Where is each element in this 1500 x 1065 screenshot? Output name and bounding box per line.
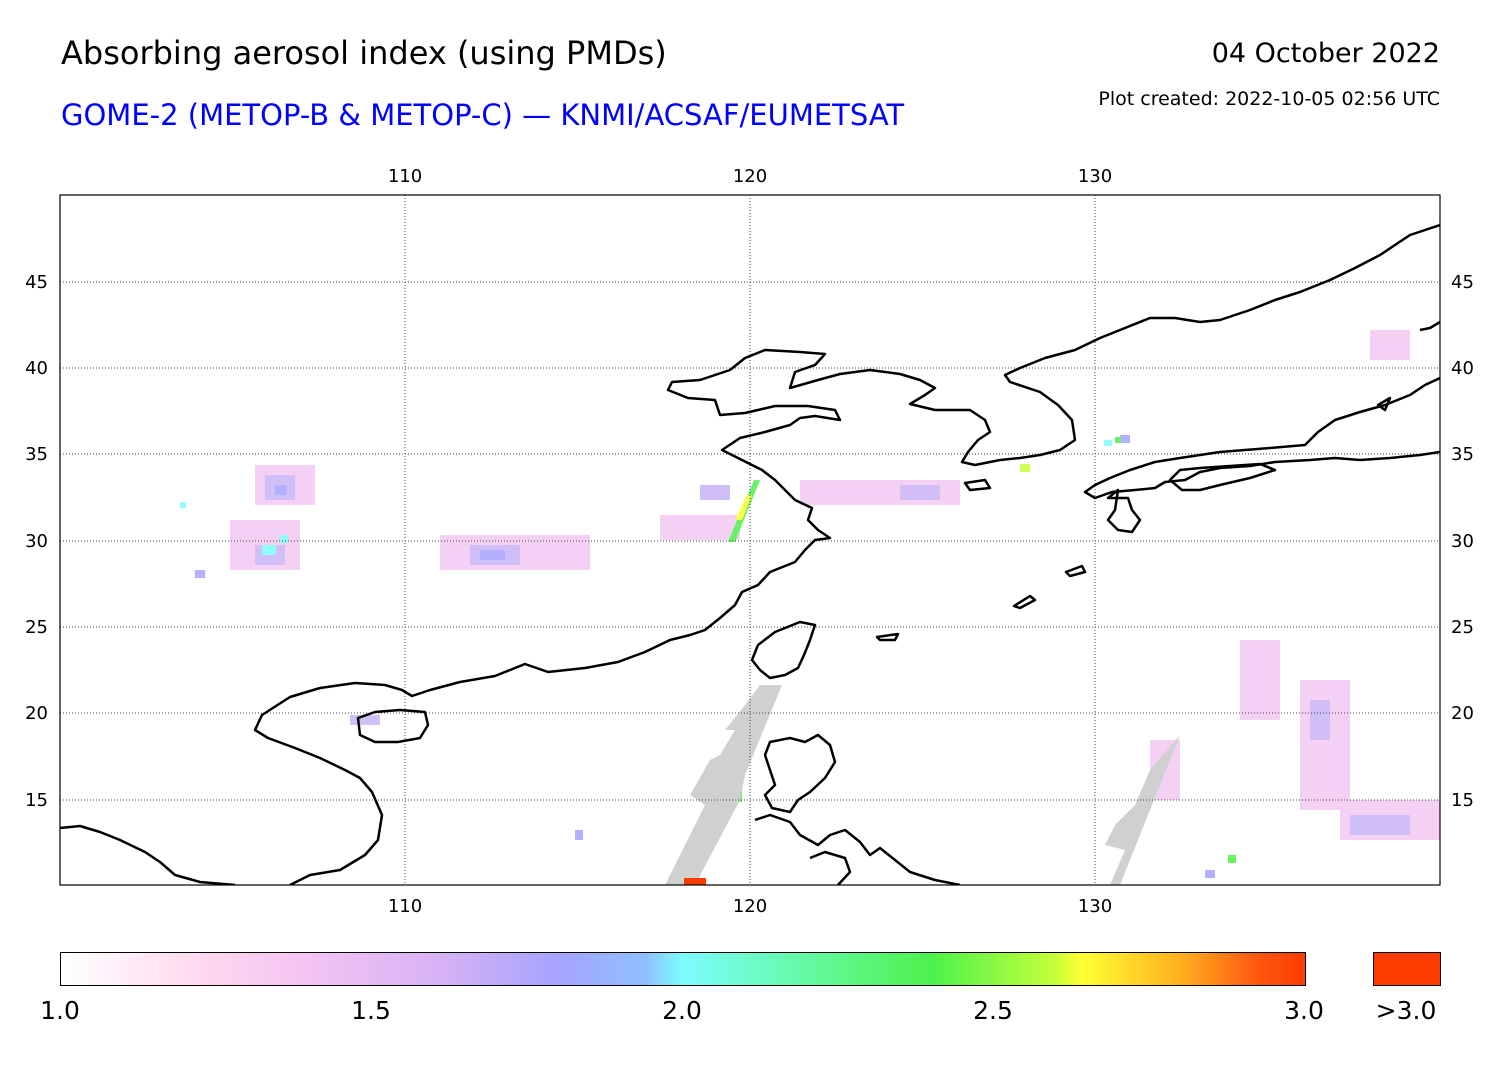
overflow-pixels <box>684 878 706 885</box>
lat-tick-30-right: 30 <box>1451 531 1474 552</box>
lon-tick-120-top: 120 <box>733 166 767 187</box>
colorbar-label-1-0: 1.0 <box>40 996 80 1025</box>
colorbar-label-2-0: 2.0 <box>662 996 702 1025</box>
lat-tick-20-right: 20 <box>1451 703 1474 724</box>
lat-tick-45-left: 45 <box>25 272 48 293</box>
lat-tick-25-right: 25 <box>1451 617 1474 638</box>
lon-ticks-bottom: 110 120 130 <box>388 896 1112 917</box>
lat-tick-45-right: 45 <box>1451 272 1474 293</box>
map-subtitle: GOME-2 (METOP-B & METOP-C) — KNMI/ACSAF/… <box>61 98 905 132</box>
colorbar <box>60 952 1306 986</box>
lon-tick-130-top: 130 <box>1078 166 1112 187</box>
lat-tick-40-right: 40 <box>1451 358 1474 379</box>
colorbar-overflow-box <box>1373 952 1441 986</box>
lon-tick-110-bottom: 110 <box>388 896 422 917</box>
lon-tick-110-top: 110 <box>388 166 422 187</box>
lat-tick-15-right: 15 <box>1451 790 1474 811</box>
lat-tick-25-left: 25 <box>25 617 48 638</box>
lat-tick-30-left: 30 <box>25 531 48 552</box>
lat-tick-35-left: 35 <box>25 444 48 465</box>
coastlines <box>60 223 1440 885</box>
map-date: 04 October 2022 <box>1211 38 1440 69</box>
lat-ticks-left: 45 40 35 30 25 20 15 <box>25 272 48 811</box>
colorbar-label-1-5: 1.5 <box>351 996 391 1025</box>
map-frame <box>59 194 1441 886</box>
lat-tick-40-left: 40 <box>25 358 48 379</box>
lon-tick-120-bottom: 120 <box>733 896 767 917</box>
lon-tick-130-bottom: 130 <box>1078 896 1112 917</box>
colorbar-label-3-0: 3.0 <box>1284 996 1324 1025</box>
map-title: Absorbing aerosol index (using PMDs) <box>61 34 667 72</box>
colorbar-label-2-5: 2.5 <box>973 996 1013 1025</box>
lat-ticks-right: 45 40 35 30 25 20 15 <box>1451 272 1474 811</box>
lat-tick-35-right: 35 <box>1451 444 1474 465</box>
lon-ticks-top: 110 120 130 <box>388 166 1112 187</box>
lat-tick-20-left: 20 <box>25 703 48 724</box>
colorbar-label-over-3-0: >3.0 <box>1375 996 1437 1025</box>
missing-data-region <box>665 685 1180 885</box>
lat-tick-15-left: 15 <box>25 790 48 811</box>
plot-created-timestamp: Plot created: 2022-10-05 02:56 UTC <box>1098 88 1440 110</box>
